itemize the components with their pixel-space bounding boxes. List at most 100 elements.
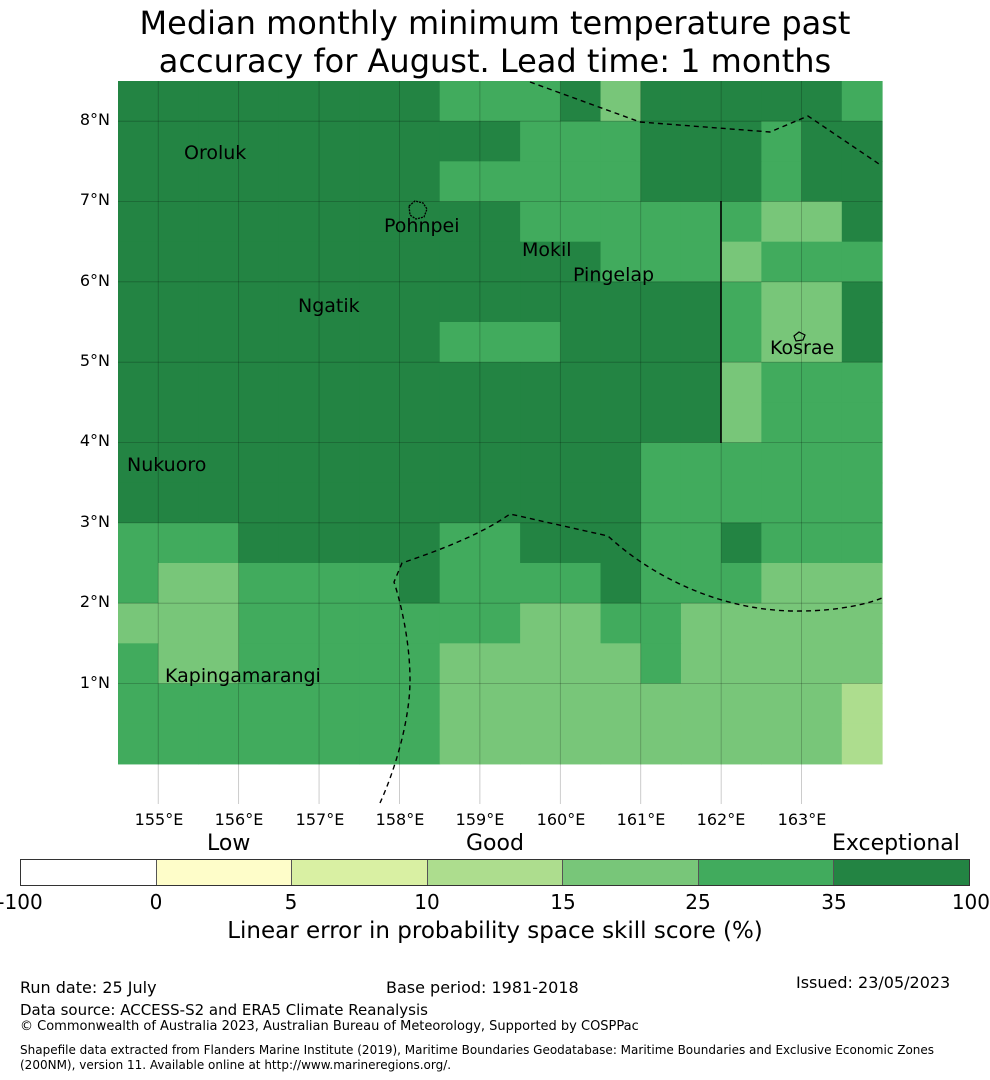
grid-cell <box>118 201 159 243</box>
grid-cell <box>359 281 401 323</box>
grid-cell <box>801 442 843 484</box>
grid-cell <box>761 241 803 283</box>
grid-cell <box>801 482 843 524</box>
grid-cell <box>479 161 521 203</box>
grid-cell <box>600 482 642 524</box>
grid-cell <box>479 201 521 243</box>
grid-cell <box>278 362 320 403</box>
grid-cell <box>761 201 803 243</box>
grid-cell <box>841 161 883 203</box>
grid-cell <box>238 81 280 122</box>
grid-cell <box>640 161 682 203</box>
copyright: © Commonwealth of Australia 2023, Austra… <box>20 1019 639 1034</box>
grid-cell <box>359 322 401 363</box>
grid-cell <box>721 161 762 203</box>
grid-cell <box>439 683 481 725</box>
grid-cell <box>399 362 441 403</box>
grid-cell <box>158 81 200 122</box>
grid-cell <box>640 683 682 725</box>
issued-date: Issued: 23/05/2023 <box>796 973 951 992</box>
grid-cell <box>479 81 521 122</box>
grid-cell <box>680 603 722 644</box>
grid-cell <box>158 161 200 203</box>
grid-cell <box>680 482 722 524</box>
place-label-pohnpei: Pohnpei <box>384 215 460 237</box>
grid-cell <box>721 281 762 323</box>
grid-cell <box>319 121 360 162</box>
grid-cell <box>198 723 240 765</box>
colorbar-tick: 15 <box>550 890 576 914</box>
colorbar-segment <box>156 860 293 885</box>
grid-cell <box>761 563 803 604</box>
grid-cell <box>680 563 722 604</box>
grid-cell <box>439 402 481 444</box>
lon-label-155e: 155°E <box>134 810 184 829</box>
grid-cell <box>640 281 682 323</box>
grid-cell <box>359 81 401 122</box>
place-label-kosrae: Kosrae <box>770 337 835 359</box>
grid-cell <box>520 362 561 403</box>
colorbar-category-low: Low <box>207 831 251 856</box>
grid-cell <box>158 723 200 765</box>
grid-cell <box>479 281 521 323</box>
grid-cell <box>238 643 280 685</box>
grid-cell <box>118 281 159 323</box>
colorbar-segment <box>834 860 970 885</box>
grid-cell <box>801 683 843 725</box>
grid-cell <box>841 402 883 444</box>
grid-cell <box>399 683 441 725</box>
grid-cell <box>238 201 280 243</box>
grid-cell <box>238 402 280 444</box>
grid-cell <box>158 683 200 725</box>
grid-cell <box>439 201 481 243</box>
grid-cell <box>158 322 200 363</box>
grid-cell <box>439 482 481 524</box>
grid-cell <box>198 281 240 323</box>
grid-cell <box>560 563 602 604</box>
grid-cell <box>520 241 561 283</box>
grid-cell <box>560 402 602 444</box>
grid-cell <box>118 723 159 765</box>
grid-cell <box>600 201 642 243</box>
grid-cell <box>801 362 843 403</box>
grid-cell <box>439 362 481 403</box>
grid-cell <box>761 442 803 484</box>
grid-cell <box>158 563 200 604</box>
grid-cell <box>680 522 722 564</box>
grid-cell <box>600 563 642 604</box>
grid-cell <box>278 241 320 283</box>
grid-cell <box>158 522 200 564</box>
grid-cell <box>439 522 481 564</box>
grid-cell <box>761 322 803 363</box>
grid-cell <box>600 723 642 765</box>
grid-cell <box>721 482 762 524</box>
grid-cell <box>680 362 722 403</box>
grid-cell <box>479 522 521 564</box>
grid-cell <box>761 603 803 644</box>
grid-cell <box>801 201 843 243</box>
grid-cell <box>118 362 159 403</box>
place-label-ngatik: Ngatik <box>298 295 360 317</box>
grid-cell <box>439 563 481 604</box>
grid-cell <box>560 522 602 564</box>
grid-cell <box>721 643 762 685</box>
grid-cell <box>118 522 159 564</box>
colorbar-tick: 5 <box>284 890 298 914</box>
grid-cell <box>600 683 642 725</box>
grid-cell <box>841 442 883 484</box>
grid-cell <box>359 643 401 685</box>
grid-cell <box>238 322 280 363</box>
grid-cell <box>399 442 441 484</box>
grid-cell <box>278 402 320 444</box>
grid-cell <box>198 683 240 725</box>
eez-boundary-south <box>379 513 883 804</box>
grid-cell <box>680 161 722 203</box>
grid-cell <box>278 442 320 484</box>
grid-cell <box>801 563 843 604</box>
grid-cell <box>801 723 843 765</box>
map-title: Median monthly minimum temperature past … <box>0 4 990 80</box>
grid-cell <box>238 241 280 283</box>
colorbar-category-good: Good <box>466 831 524 856</box>
grid-cell <box>439 322 481 363</box>
grid-cell <box>399 281 441 323</box>
